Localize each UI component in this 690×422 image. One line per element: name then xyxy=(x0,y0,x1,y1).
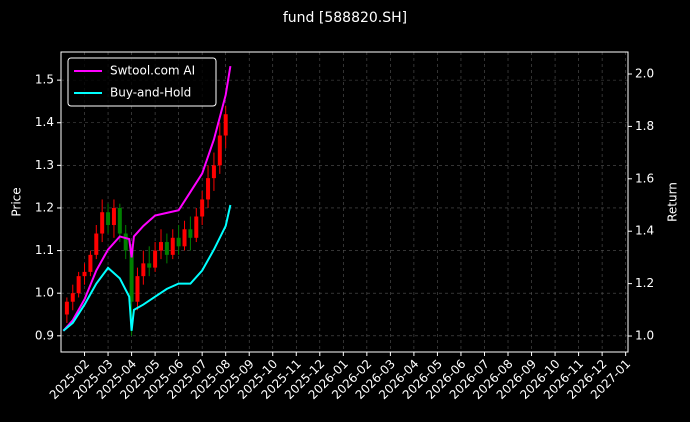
candle-body xyxy=(153,250,158,268)
y-tick-label: 1.5 xyxy=(35,73,54,87)
candle-body xyxy=(200,199,205,217)
y-axis-label: Price xyxy=(10,187,24,216)
y2-tick-label: 1.4 xyxy=(635,224,654,238)
candle-body xyxy=(117,207,122,234)
legend-label: Buy-and-Hold xyxy=(110,86,191,100)
candle-body xyxy=(111,207,116,226)
return-line xyxy=(62,204,232,332)
y2-axis-label: Return xyxy=(666,182,680,222)
y-tick-label: 1.1 xyxy=(35,243,54,257)
candle-body xyxy=(141,263,146,277)
candle-body xyxy=(217,135,222,166)
candle-body xyxy=(182,229,187,247)
legend-label: Swtool.com AI xyxy=(110,64,195,78)
candle-body xyxy=(64,301,69,315)
y2-tick-label: 1.6 xyxy=(635,171,654,185)
plot-frame xyxy=(60,51,629,353)
y-tick-label: 1.0 xyxy=(35,286,54,300)
candle-body xyxy=(147,263,152,268)
candle-body xyxy=(100,212,105,234)
candle-body xyxy=(211,165,216,179)
candle-body xyxy=(194,216,199,238)
candle-body xyxy=(82,271,87,277)
candle-body xyxy=(223,114,228,136)
candle-body xyxy=(94,233,99,255)
y-tick-label: 1.2 xyxy=(35,200,54,214)
candle-body xyxy=(206,178,211,200)
candle-body xyxy=(164,242,169,255)
legend-box xyxy=(67,57,217,107)
y-tick-label: 1.4 xyxy=(35,115,54,129)
candle-body xyxy=(106,212,111,226)
candle-body xyxy=(135,276,140,302)
candle-body xyxy=(129,250,134,302)
y-tick-label: 1.3 xyxy=(35,158,54,172)
y2-tick-label: 1.0 xyxy=(635,329,654,343)
chart-title: fund [588820.SH] xyxy=(283,10,407,26)
candle-body xyxy=(188,229,193,238)
y-tick-label: 0.9 xyxy=(35,328,54,342)
candle-body xyxy=(70,293,75,302)
candle-body xyxy=(123,233,128,251)
candle-body xyxy=(170,237,175,255)
candle-body xyxy=(158,242,163,251)
y2-tick-label: 1.8 xyxy=(635,119,654,133)
candle-body xyxy=(76,276,81,294)
y2-tick-label: 1.2 xyxy=(635,276,654,290)
candle-body xyxy=(176,237,181,247)
y2-tick-label: 2.0 xyxy=(635,67,654,81)
candle-body xyxy=(88,254,93,272)
return-line xyxy=(62,65,232,332)
